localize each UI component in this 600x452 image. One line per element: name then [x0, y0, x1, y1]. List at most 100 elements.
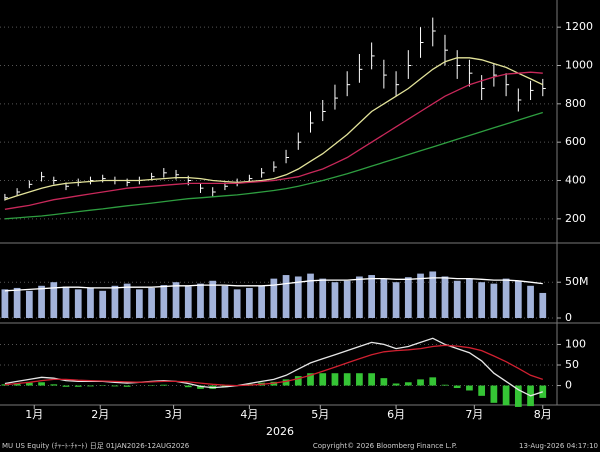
volume-bar: [441, 276, 449, 318]
volume-bar: [514, 280, 522, 318]
footer-right: 13-Aug-2026 04:17:10: [519, 442, 598, 450]
y-tick-label: 400: [565, 174, 586, 187]
series-line: [4, 71, 543, 210]
histogram-bar: [74, 385, 82, 387]
y-tick-label: 50M: [565, 275, 589, 288]
series-line: [4, 344, 544, 387]
volume-bar: [172, 282, 180, 318]
histogram-bar: [123, 385, 131, 387]
x-axis-label: 2026: [266, 425, 294, 438]
volume-bar: [294, 276, 302, 318]
volume-bar: [466, 278, 473, 318]
histogram-bar: [13, 383, 21, 386]
histogram-bar: [404, 382, 412, 386]
volume-bar: [50, 282, 58, 318]
volume-bar: [87, 287, 94, 318]
volume-bar: [160, 285, 168, 318]
volume-bar: [539, 292, 547, 318]
volume-bar: [429, 271, 437, 318]
y-tick-label: 50: [565, 358, 579, 371]
histogram-bar: [25, 382, 33, 386]
volume-bar: [148, 287, 155, 318]
histogram-bar: [1, 384, 9, 386]
volume-bar: [197, 283, 204, 318]
volume-bar: [282, 275, 290, 318]
x-tick-label: 6月: [387, 408, 405, 421]
volume-bar: [111, 285, 119, 318]
y-tick-label: 600: [565, 135, 586, 148]
volume-bar: [478, 282, 486, 318]
x-tick-label: 8月: [534, 408, 552, 421]
histogram-bar: [62, 385, 70, 387]
volume-bar: [490, 283, 498, 318]
x-tick-label: 7月: [465, 408, 483, 421]
histogram-bar: [282, 379, 290, 386]
y-tick-label: 800: [565, 97, 586, 110]
histogram-bar: [441, 384, 449, 386]
histogram-bar: [514, 385, 522, 407]
histogram-bar: [38, 382, 45, 386]
volume-bar: [343, 280, 351, 318]
histogram-bar: [294, 376, 302, 386]
volume-bar: [453, 280, 461, 318]
volume-bar: [62, 286, 70, 318]
histogram-bar: [184, 385, 192, 388]
histogram-bar: [331, 373, 339, 386]
x-tick-label: 4月: [240, 408, 258, 421]
histogram-bar: [307, 373, 314, 386]
histogram-bar: [490, 385, 498, 403]
volume-bar: [502, 278, 510, 318]
histogram-bar: [111, 385, 119, 387]
volume-bar: [331, 282, 339, 318]
footer-left: MU US Equity (ﾁｬｰﾄ-ﾁｬｰﾄ) 日足 01JAN2026-12…: [2, 442, 190, 450]
histogram-bar: [50, 384, 58, 386]
footer-center: Copyright© 2026 Bloomberg Finance L.P.: [313, 442, 457, 450]
volume-bar: [135, 289, 143, 318]
volume-bar: [270, 278, 278, 318]
histogram-bar: [453, 385, 461, 389]
histogram-bar: [466, 385, 473, 391]
y-tick-label: 200: [565, 212, 586, 225]
histogram-bar: [368, 373, 375, 386]
volume-bar: [209, 280, 217, 318]
histogram-bar: [478, 385, 486, 396]
y-tick-label: 0: [565, 379, 572, 392]
x-tick-label: 3月: [165, 408, 183, 421]
series-line: [4, 57, 544, 201]
volume-bar: [417, 273, 424, 318]
volume-bar: [368, 275, 375, 318]
histogram-bar: [502, 385, 510, 406]
volume-bar: [404, 277, 412, 318]
histogram-bar: [429, 377, 437, 386]
volume-bar: [233, 289, 241, 318]
histogram-bar: [319, 373, 327, 386]
volume-bar: [99, 290, 107, 318]
histogram-bar: [392, 383, 400, 386]
histogram-bar: [160, 384, 168, 386]
x-tick-label: 2月: [91, 408, 109, 421]
volume-bar: [319, 278, 327, 318]
volume-bar: [392, 282, 400, 318]
histogram-bar: [343, 373, 351, 386]
x-tick-label: 1月: [25, 408, 43, 421]
volume-bar: [184, 286, 192, 318]
histogram-bar: [417, 379, 424, 386]
volume-bar: [38, 285, 45, 318]
volume-bar: [221, 285, 229, 318]
volume-bar: [246, 287, 253, 318]
series-line: [4, 111, 543, 220]
volume-bar: [25, 290, 33, 318]
y-tick-label: 100: [565, 337, 586, 350]
volume-bar: [1, 289, 9, 318]
volume-bar: [527, 285, 534, 318]
volume-bar: [74, 289, 82, 318]
series-line: [4, 337, 544, 397]
volume-bar: [307, 273, 314, 318]
y-tick-label: 0: [565, 311, 572, 324]
y-tick-label: 1200: [565, 20, 593, 33]
volume-bar: [258, 285, 265, 318]
histogram-bar: [87, 385, 94, 387]
y-tick-label: 1000: [565, 59, 593, 72]
